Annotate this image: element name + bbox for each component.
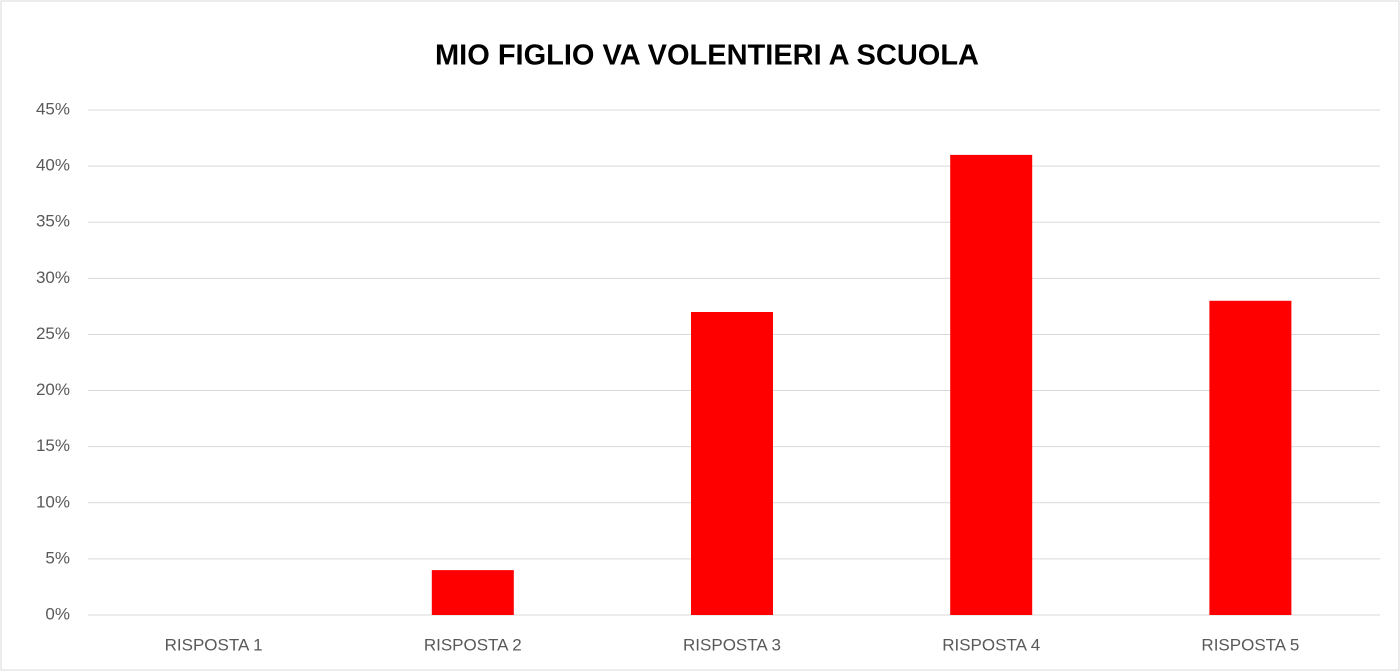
x-tick-label: RISPOSTA 5 <box>1201 635 1299 654</box>
y-tick-label: 35% <box>36 212 70 231</box>
x-tick-label: RISPOSTA 3 <box>683 635 781 654</box>
y-tick-label: 45% <box>36 99 70 118</box>
y-tick-label: 40% <box>36 156 70 175</box>
bar <box>431 570 514 615</box>
bar <box>1209 300 1292 615</box>
y-tick-label: 10% <box>36 492 70 511</box>
bar <box>691 312 773 615</box>
x-tick-label: RISPOSTA 2 <box>424 635 522 654</box>
y-tick-label: 25% <box>36 324 70 343</box>
chart-title: MIO FIGLIO VA VOLENTIERI A SCUOLA <box>435 40 979 72</box>
bar <box>950 154 1033 615</box>
y-tick-label: 0% <box>45 604 70 623</box>
y-tick-label: 15% <box>36 436 70 455</box>
y-tick-label: 30% <box>36 268 70 287</box>
x-tick-label: RISPOSTA 4 <box>942 635 1040 654</box>
x-tick-label: RISPOSTA 1 <box>165 635 263 654</box>
y-tick-label: 20% <box>36 380 70 399</box>
y-tick-label: 5% <box>45 548 70 567</box>
